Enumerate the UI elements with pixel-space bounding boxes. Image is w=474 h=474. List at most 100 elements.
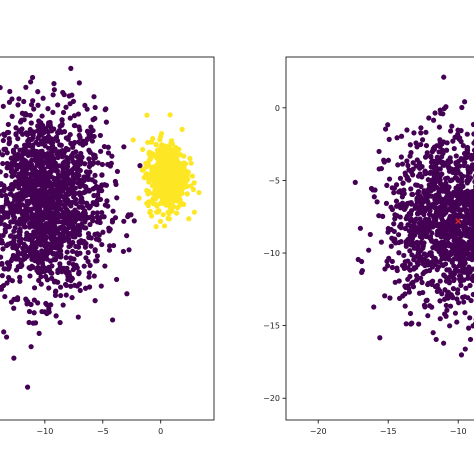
scatter-point-class-0 xyxy=(8,219,14,225)
scatter-point-class-0 xyxy=(86,147,92,153)
scatter-point-class-0 xyxy=(374,199,380,205)
scatter-point-class-1 xyxy=(153,187,159,193)
scatter-point-class-0 xyxy=(416,321,422,327)
scatter-point-class-0 xyxy=(49,159,55,166)
scatter-point-class-0 xyxy=(428,164,434,170)
scatter-point-class-0 xyxy=(64,198,71,204)
scatter-point-class-0 xyxy=(435,207,441,214)
scatter-point-class-0 xyxy=(87,221,93,228)
scatter-point-class-0 xyxy=(451,145,457,152)
scatter-point-class-0 xyxy=(93,236,100,242)
right-center-marker xyxy=(455,218,462,225)
scatter-point-class-0 xyxy=(42,126,49,132)
scatter-point-class-0 xyxy=(419,137,426,143)
scatter-point-class-0 xyxy=(28,102,35,108)
scatter-point-class-0 xyxy=(50,212,57,218)
scatter-point-class-0 xyxy=(27,126,33,133)
scatter-point-class-0 xyxy=(408,200,414,206)
scatter-point-class-0 xyxy=(86,284,93,290)
scatter-point-class-0 xyxy=(419,164,425,170)
scatter-point-class-0 xyxy=(423,129,429,135)
scatter-point-class-0 xyxy=(46,145,52,151)
scatter-point-class-0 xyxy=(28,344,34,350)
scatter-point-class-0 xyxy=(105,150,112,156)
scatter-point-class-0 xyxy=(445,220,452,226)
scatter-point-class-1 xyxy=(191,180,197,186)
scatter-point-class-0 xyxy=(425,262,431,268)
scatter-point-class-1 xyxy=(153,142,159,148)
scatter-point-class-0 xyxy=(392,279,398,285)
scatter-point-class-0 xyxy=(470,266,474,272)
scatter-point-class-1 xyxy=(140,146,146,153)
scatter-point-class-0 xyxy=(384,182,390,188)
scatter-point-class-0 xyxy=(437,137,443,143)
scatter-point-class-0 xyxy=(392,212,398,218)
scatter-point-class-0 xyxy=(465,275,471,281)
scatter-point-class-0 xyxy=(44,247,50,253)
scatter-point-class-0 xyxy=(425,199,431,205)
scatter-point-class-0 xyxy=(396,295,403,301)
scatter-point-class-0 xyxy=(83,225,89,231)
scatter-point-class-0 xyxy=(415,188,422,195)
scatter-point-class-1 xyxy=(173,144,179,151)
scatter-point-class-0 xyxy=(439,256,445,262)
right-chart: −20 −15 −10 0 −5 −10 −15 −20 xyxy=(263,56,474,436)
scatter-point-class-1 xyxy=(170,203,177,209)
scatter-point-class-0 xyxy=(9,201,15,207)
scatter-point-class-0 xyxy=(53,237,59,243)
scatter-point-class-0 xyxy=(30,98,36,104)
scatter-point-class-0 xyxy=(91,155,97,162)
scatter-point-class-0 xyxy=(17,216,23,222)
scatter-point-class-0 xyxy=(84,128,91,134)
scatter-point-class-1 xyxy=(180,163,186,170)
scatter-point-class-0 xyxy=(105,144,111,150)
scatter-point-class-0 xyxy=(24,161,30,167)
scatter-point-class-0 xyxy=(410,172,416,178)
scatter-point-class-0 xyxy=(36,141,42,148)
scatter-point-class-0 xyxy=(409,252,415,258)
scatter-point-class-0 xyxy=(49,263,55,269)
scatter-point-class-0 xyxy=(76,269,82,275)
scatter-point-class-0 xyxy=(26,308,33,315)
scatter-point-class-0 xyxy=(451,189,457,195)
scatter-point-class-1 xyxy=(147,208,153,214)
scatter-point-class-0 xyxy=(9,255,16,262)
scatter-point-class-0 xyxy=(89,127,95,134)
scatter-point-class-0 xyxy=(30,320,36,326)
scatter-point-class-0 xyxy=(447,274,453,280)
scatter-point-class-0 xyxy=(3,172,9,179)
scatter-point-class-0 xyxy=(444,307,450,313)
scatter-point-class-0 xyxy=(396,278,402,284)
scatter-point-class-0 xyxy=(51,175,57,181)
scatter-point-class-0 xyxy=(399,161,406,167)
scatter-point-class-0 xyxy=(386,176,393,182)
scatter-point-class-0 xyxy=(443,302,449,309)
scatter-point-class-0 xyxy=(82,161,88,167)
scatter-point-class-0 xyxy=(450,138,456,144)
scatter-point-class-1 xyxy=(154,147,161,153)
scatter-point-class-0 xyxy=(444,140,450,146)
scatter-point-class-0 xyxy=(86,270,92,276)
scatter-point-class-0 xyxy=(92,179,98,185)
scatter-point-class-0 xyxy=(449,177,455,183)
scatter-point-class-0 xyxy=(61,177,68,183)
scatter-point-class-0 xyxy=(454,290,461,296)
scatter-point-class-0 xyxy=(424,193,430,199)
scatter-point-class-0 xyxy=(420,197,426,203)
scatter-point-class-0 xyxy=(79,198,85,205)
y-tick-label: −20 xyxy=(263,394,280,403)
scatter-point-class-0 xyxy=(110,208,116,214)
scatter-point-class-0 xyxy=(41,309,48,315)
scatter-point-class-0 xyxy=(437,288,443,294)
scatter-point-class-0 xyxy=(26,319,32,326)
scatter-point-class-0 xyxy=(34,148,40,155)
scatter-point-class-0 xyxy=(46,285,52,291)
scatter-point-class-0 xyxy=(455,197,462,203)
scatter-point-class-0 xyxy=(459,260,466,266)
scatter-point-class-0 xyxy=(53,191,59,197)
scatter-point-class-0 xyxy=(9,96,15,102)
scatter-point-class-0 xyxy=(69,294,75,301)
scatter-point-class-0 xyxy=(31,213,38,220)
scatter-point-class-0 xyxy=(92,231,98,237)
scatter-point-class-0 xyxy=(28,164,34,170)
